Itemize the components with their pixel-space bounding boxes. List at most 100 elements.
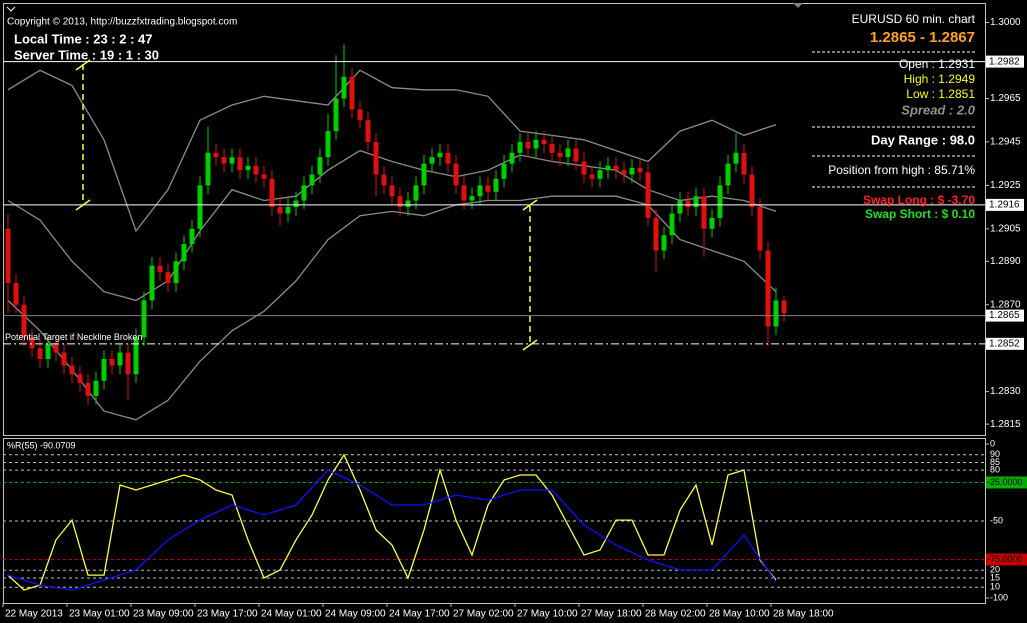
x-tick-label: 28 May 02:00 <box>645 609 706 620</box>
price-box-label: 1.2852 <box>989 338 1020 349</box>
candle-body <box>781 300 787 314</box>
candle-body <box>709 217 715 229</box>
x-tick-label: 24 May 01:00 <box>261 609 322 620</box>
candle-body <box>749 174 755 208</box>
candle-body <box>485 185 491 192</box>
candle-body <box>301 185 307 201</box>
candle-body <box>413 185 419 201</box>
candle-body <box>653 217 659 251</box>
x-tick-label: 24 May 09:00 <box>325 609 386 620</box>
candle-body <box>285 207 291 214</box>
y-tick-label: 1.2870 <box>990 299 1021 310</box>
candle-body <box>525 141 531 149</box>
candle-body <box>629 167 635 175</box>
candle-body <box>389 185 395 197</box>
candle-body <box>325 131 331 158</box>
candle-body <box>733 152 739 164</box>
y-tick-label: 1.2965 <box>990 93 1021 104</box>
candle-body <box>669 213 675 236</box>
day-range: Day Range : 98.0 <box>871 132 975 147</box>
candle-body <box>229 157 235 164</box>
candle-body <box>541 139 547 145</box>
candle-body <box>333 98 339 132</box>
candle-body <box>133 337 139 375</box>
y-tick-label: 1.2905 <box>990 223 1021 234</box>
x-tick-label: 24 May 17:00 <box>389 609 450 620</box>
price-box-label: 1.2916 <box>989 200 1020 211</box>
candle-body <box>69 365 75 375</box>
candle-body <box>173 261 179 284</box>
candle-body <box>701 196 707 229</box>
candle-body <box>437 152 443 158</box>
candle-body <box>501 163 507 179</box>
candle-body <box>85 382 91 396</box>
info-panel: EURUSD 60 min. chart 1.2865 - 1.2867 Ope… <box>812 12 976 221</box>
candle-body <box>573 148 579 162</box>
main-pane-frame <box>3 3 986 436</box>
candle-body <box>741 152 747 175</box>
candle-body <box>533 139 539 149</box>
candle-body <box>261 174 267 179</box>
candle-body <box>117 352 123 366</box>
server-time: Server Time : 19 : 1 : 30 <box>14 47 159 62</box>
candle-body <box>549 144 555 153</box>
candle-body <box>421 163 427 186</box>
candle-body <box>349 76 355 110</box>
candle-body <box>645 172 651 218</box>
candle-body <box>317 157 323 175</box>
y-tick-label: 20 <box>990 565 1000 575</box>
candle-body <box>397 196 403 208</box>
candle-body <box>469 196 475 201</box>
candle-body <box>661 235 667 251</box>
level-box-label: -25.0000 <box>987 477 1023 487</box>
candle-body <box>29 337 35 349</box>
candle-body <box>45 343 51 360</box>
measure-tick <box>522 339 538 351</box>
position-from-high: Position from high : 85.71% <box>828 163 975 177</box>
y-tick-label: 80 <box>990 465 1000 475</box>
x-tick-label: 28 May 18:00 <box>773 609 834 620</box>
candle-body <box>589 174 595 179</box>
copyright: Copyright © 2013, http://buzzfxtrading.b… <box>7 17 237 28</box>
spread: Spread : 2.0 <box>901 102 975 117</box>
x-tick-label: 27 May 10:00 <box>517 609 578 620</box>
candle-body <box>13 283 19 305</box>
main-pane: 1.3000 1.2965 1.2945 1.2925 1.2905 1.2890 1.28… <box>3 17 1024 430</box>
level-box <box>986 553 1027 566</box>
candle-body <box>213 152 219 158</box>
level-box-label: -75.0000 <box>987 554 1023 564</box>
shift-marker[interactable] <box>793 3 803 8</box>
candle-body <box>93 380 99 396</box>
indicator-line <box>7 469 777 591</box>
candle-body <box>725 163 731 186</box>
annotation: Potential Target if Neckline Broken <box>5 332 142 342</box>
candle-body <box>453 163 459 186</box>
y-tick-label: 1.2890 <box>990 256 1021 267</box>
measure-tick <box>75 59 91 71</box>
y-tick-label: 1.3000 <box>990 17 1021 28</box>
candle-body <box>181 243 187 262</box>
y-tick-label: -50 <box>990 515 1003 525</box>
candle-body <box>677 200 683 214</box>
candle-body <box>613 165 619 171</box>
candle-body <box>517 141 523 153</box>
price-box <box>986 55 1024 68</box>
candle-body <box>429 157 435 164</box>
menu-arrow[interactable] <box>6 6 16 12</box>
open: Open : 1.2931 <box>899 57 975 71</box>
price-box <box>986 337 1024 350</box>
swap-short: Swap Short : $ 0.10 <box>865 207 975 221</box>
x-tick-label: 22 May 2013 <box>5 609 63 620</box>
candle-body <box>269 178 275 208</box>
x-tick-label: 23 May 17:00 <box>197 609 258 620</box>
candle-body <box>693 196 699 208</box>
price-box <box>986 309 1024 322</box>
candle-body <box>53 343 59 353</box>
candle-body <box>605 165 611 171</box>
candle-body <box>293 200 299 208</box>
symbol: EURUSD 60 min. chart <box>852 12 976 26</box>
y-tick-label: 90 <box>990 449 1000 459</box>
